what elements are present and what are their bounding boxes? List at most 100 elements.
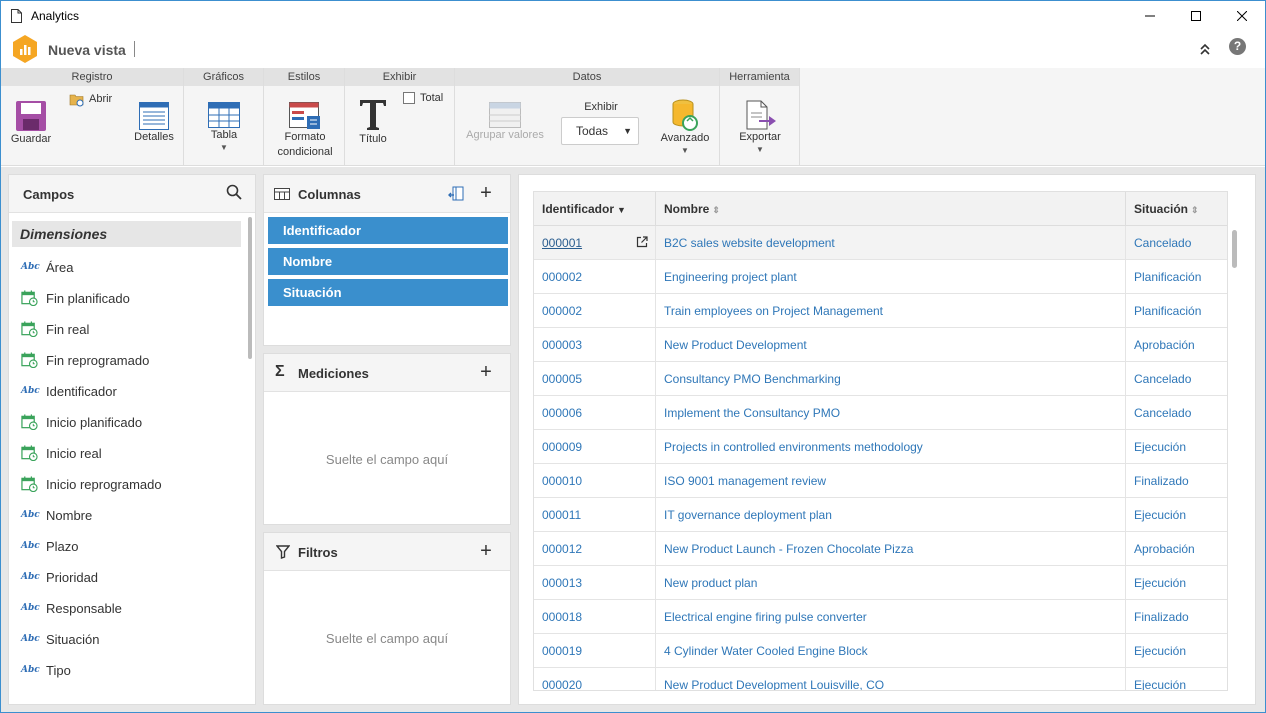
collapse-ribbon-icon[interactable] — [1197, 41, 1213, 57]
cell-identificador[interactable]: 000001 — [534, 226, 656, 260]
exhibir-select[interactable]: Todas ▼ — [561, 117, 639, 145]
table-row[interactable]: 000003 New Product Development Aprobación — [534, 328, 1227, 362]
cell-identificador[interactable]: 000010 — [534, 464, 656, 498]
table-row[interactable]: 000006 Implement the Consultancy PMO Cance… — [534, 396, 1227, 430]
cell-identificador[interactable]: 000018 — [534, 600, 656, 634]
total-checkbox-box[interactable] — [403, 92, 415, 104]
table-scrollbar[interactable] — [1232, 230, 1237, 268]
cell-situacion[interactable]: Ejecución — [1134, 440, 1187, 454]
cell-situacion[interactable]: Ejecución — [1134, 576, 1187, 590]
field-item[interactable]: Abc Identificador — [9, 376, 245, 407]
cell-identificador[interactable]: 000012 — [534, 532, 656, 566]
cell-nombre[interactable]: ISO 9001 management review — [656, 464, 1126, 498]
cell-nombre[interactable]: Consultancy PMO Benchmarking — [656, 362, 1126, 396]
formato-condicional-button[interactable]: Formato condicional — [270, 102, 340, 160]
fields-scrollbar[interactable] — [248, 217, 252, 359]
field-item[interactable]: Abc Nombre — [9, 500, 245, 531]
cell-nombre[interactable]: Implement the Consultancy PMO — [656, 396, 1126, 430]
field-item[interactable]: Abc Plazo — [9, 531, 245, 562]
maximize-button[interactable] — [1173, 1, 1219, 31]
open-record-icon[interactable] — [636, 236, 648, 248]
cell-identificador[interactable]: 000005 — [534, 362, 656, 396]
field-item[interactable]: Abc Prioridad — [9, 562, 245, 593]
close-button[interactable] — [1219, 1, 1265, 31]
header-nombre[interactable]: Nombre ⇕ — [656, 192, 1126, 226]
table-row[interactable]: 000002 Train employees on Project Managem… — [534, 294, 1227, 328]
field-item[interactable]: Inicio reprogramado — [9, 469, 245, 500]
table-row[interactable]: 000011 IT governance deployment plan Ejecu… — [534, 498, 1227, 532]
cell-identificador[interactable]: 000013 — [534, 566, 656, 600]
help-icon[interactable]: ? — [1229, 38, 1246, 55]
column-chip[interactable]: Situación — [268, 279, 508, 306]
column-config-icon[interactable] — [448, 186, 464, 202]
cell-situacion[interactable]: Aprobación — [1134, 542, 1195, 556]
table-row[interactable]: 000010 ISO 9001 management review Finaliza… — [534, 464, 1227, 498]
mediciones-dropzone[interactable]: Suelte el campo aquí — [325, 452, 449, 467]
cell-nombre[interactable]: Engineering project plant — [656, 260, 1126, 294]
cell-situacion[interactable]: Finalizado — [1134, 474, 1189, 488]
cell-nombre[interactable]: 4 Cylinder Water Cooled Engine Block — [656, 634, 1126, 668]
exportar-button[interactable]: Exportar ▼ — [732, 100, 788, 155]
table-row[interactable]: 000020 New Product Development Louisville… — [534, 668, 1227, 691]
cell-situacion[interactable]: Cancelado — [1134, 406, 1192, 420]
avanzado-dropdown-icon[interactable]: ▼ — [681, 146, 689, 155]
cell-situacion[interactable]: Ejecución — [1134, 508, 1187, 522]
cell-situacion[interactable]: Planificación — [1134, 270, 1202, 284]
cell-identificador[interactable]: 000002 — [534, 294, 656, 328]
cell-nombre[interactable]: B2C sales website development — [656, 226, 1126, 260]
agrupar-valores-button[interactable]: Agrupar valores — [459, 102, 551, 143]
cell-nombre[interactable]: Projects in controlled environments meth… — [656, 430, 1126, 464]
header-situacion[interactable]: Situación ⇕ — [1126, 192, 1227, 226]
detalles-button[interactable]: Detalles — [131, 102, 177, 145]
cell-identificador[interactable]: 000002 — [534, 260, 656, 294]
exportar-dropdown-icon[interactable]: ▼ — [756, 145, 764, 154]
table-row[interactable]: 000009 Projects in controlled environment… — [534, 430, 1227, 464]
titulo-button[interactable]: Título — [353, 98, 393, 147]
table-row[interactable]: 000001 B2C sales website development Canc… — [534, 226, 1227, 260]
cell-situacion[interactable]: Cancelado — [1134, 236, 1192, 250]
cell-nombre[interactable]: Electrical engine firing pulse converter — [656, 600, 1126, 634]
cell-identificador[interactable]: 000020 — [534, 668, 656, 690]
field-item[interactable]: Abc Situación — [9, 624, 245, 655]
cell-nombre[interactable]: IT governance deployment plan — [656, 498, 1126, 532]
cell-identificador[interactable]: 000011 — [534, 498, 656, 532]
add-column-button[interactable]: + — [480, 182, 492, 204]
header-identificador[interactable]: Identificador ▼ — [534, 192, 656, 226]
table-row[interactable]: 000002 Engineering project plant Planifica… — [534, 260, 1227, 294]
add-medicion-button[interactable]: + — [480, 361, 492, 383]
table-row[interactable]: 000018 Electrical engine firing pulse con… — [534, 600, 1227, 634]
cell-situacion[interactable]: Finalizado — [1134, 610, 1189, 624]
field-item[interactable]: Fin real — [9, 314, 245, 345]
minimize-button[interactable] — [1127, 1, 1173, 31]
tabla-button[interactable]: Tabla ▼ — [202, 102, 246, 153]
cell-situacion[interactable]: Planificación — [1134, 304, 1202, 318]
cell-identificador[interactable]: 000003 — [534, 328, 656, 362]
field-item[interactable]: Fin reprogramado — [9, 345, 245, 376]
table-row[interactable]: 000012 New Product Launch - Frozen Chocol… — [534, 532, 1227, 566]
filtros-dropzone[interactable]: Suelte el campo aquí — [325, 631, 449, 646]
guardar-button[interactable]: Guardar — [9, 100, 53, 147]
cell-situacion[interactable]: Cancelado — [1134, 372, 1192, 386]
cell-situacion[interactable]: Ejecución — [1134, 644, 1187, 658]
cell-nombre[interactable]: Train employees on Project Management — [656, 294, 1126, 328]
field-item[interactable]: Abc Responsable — [9, 593, 245, 624]
field-item[interactable]: Inicio real — [9, 438, 245, 469]
add-filtro-button[interactable]: + — [480, 540, 492, 562]
cell-identificador[interactable]: 000009 — [534, 430, 656, 464]
avanzado-button[interactable]: Avanzado ▼ — [657, 99, 713, 156]
table-row[interactable]: 000019 4 Cylinder Water Cooled Engine Blo… — [534, 634, 1227, 668]
field-item[interactable]: Inicio planificado — [9, 407, 245, 438]
cell-nombre[interactable]: New Product Development Louisville, CO — [656, 668, 1126, 690]
cell-situacion[interactable]: Ejecución — [1134, 678, 1187, 691]
cell-identificador[interactable]: 000019 — [534, 634, 656, 668]
cell-nombre[interactable]: New product plan — [656, 566, 1126, 600]
cell-identificador[interactable]: 000006 — [534, 396, 656, 430]
column-chip[interactable]: Nombre — [268, 248, 508, 275]
cell-nombre[interactable]: New Product Launch - Frozen Chocolate Pi… — [656, 532, 1126, 566]
cell-situacion[interactable]: Aprobación — [1134, 338, 1195, 352]
field-item[interactable]: Abc Área — [9, 252, 245, 283]
search-icon[interactable] — [226, 184, 242, 200]
column-chip[interactable]: Identificador — [268, 217, 508, 244]
field-item[interactable]: Abc Tipo — [9, 655, 245, 686]
cell-nombre[interactable]: New Product Development — [656, 328, 1126, 362]
